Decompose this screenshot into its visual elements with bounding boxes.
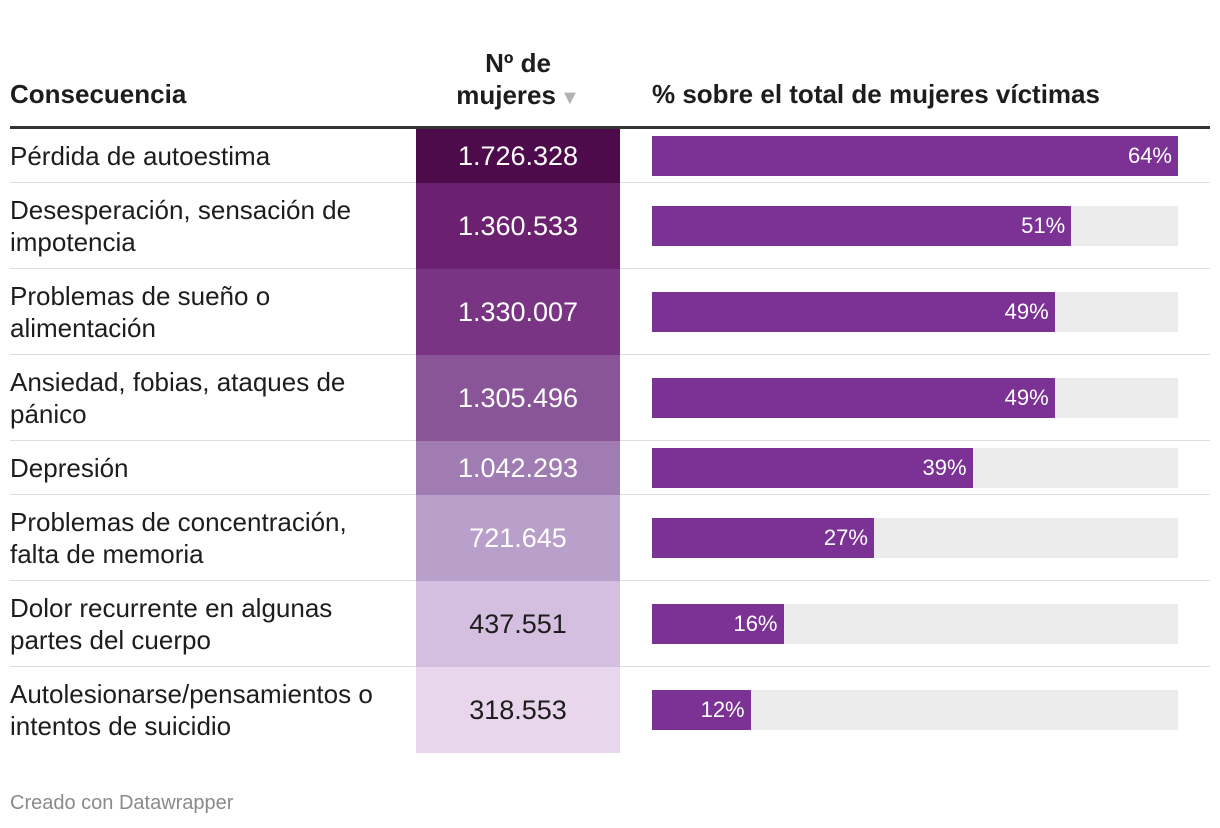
row-label: Depresión [10, 452, 129, 483]
count-cell: 1.726.328 [416, 129, 620, 183]
row-label: Pérdida de autoestima [10, 140, 271, 171]
table-row: Problemas de sueño o alimentación 1.330.0… [10, 269, 1210, 355]
bar: 51% [652, 205, 1072, 246]
table-row: Dolor recurrente en algunas partes del c… [10, 581, 1210, 667]
count-cell: 1.305.496 [416, 355, 620, 441]
row-label: Problemas de sueño o alimentación [10, 280, 271, 343]
footer-credit[interactable]: Creado con Datawrapper [10, 792, 234, 814]
table-row: Depresión 1.042.293 39% [10, 441, 1210, 495]
bar: 39% [652, 447, 973, 488]
sort-desc-icon[interactable]: ▼ [559, 87, 580, 109]
column-header-count-line1: Nº de [485, 48, 551, 78]
header-divider [10, 126, 1210, 129]
bar-value-label: 16% [733, 610, 778, 636]
bar-track: 64% [652, 135, 1178, 176]
table-body: Pérdida de autoestima 1.726.328 64% Desespe… [10, 129, 1210, 753]
row-label: Problemas de concentración, falta de mem… [10, 506, 347, 569]
table-header: Consecuencia Nº de mujeres ▼ % sobre el t… [10, 0, 1210, 126]
column-header-count[interactable]: Nº de mujeres ▼ [416, 47, 620, 114]
bar: 12% [652, 689, 751, 730]
row-label: Desesperación, sensación de impotencia [10, 194, 352, 257]
bar: 49% [652, 291, 1055, 332]
table-row: Autolesionarse/pensamientos o intentos d… [10, 667, 1210, 753]
bar-value-label: 27% [823, 524, 868, 550]
bar-track: 51% [652, 205, 1178, 246]
count-cell: 318.553 [416, 667, 620, 753]
bar-value-label: 64% [1127, 142, 1172, 168]
bar-track: 12% [652, 689, 1178, 730]
table-row: Pérdida de autoestima 1.726.328 64% [10, 129, 1210, 183]
bar-value-label: 12% [700, 696, 745, 722]
count-cell: 1.042.293 [416, 441, 620, 495]
bar-track: 16% [652, 603, 1178, 644]
column-header-percent[interactable]: % sobre el total de mujeres víctimas [652, 79, 1100, 109]
column-header-count-line2: mujeres [456, 80, 556, 110]
bar: 16% [652, 603, 784, 644]
bar-track: 49% [652, 377, 1178, 418]
bar: 49% [652, 377, 1055, 418]
bar: 27% [652, 517, 874, 558]
bar-value-label: 49% [1004, 384, 1049, 410]
bar-value-label: 39% [922, 454, 967, 480]
row-label: Autolesionarse/pensamientos o intentos d… [10, 678, 373, 741]
bar-value-label: 51% [1021, 212, 1066, 238]
column-header-consequence[interactable]: Consecuencia [10, 79, 187, 109]
bar-track: 27% [652, 517, 1178, 558]
bar-track: 39% [652, 447, 1178, 488]
table-row: Problemas de concentración, falta de mem… [10, 495, 1210, 581]
table-row: Desesperación, sensación de impotencia 1.… [10, 183, 1210, 269]
bar-track: 49% [652, 291, 1178, 332]
bar: 64% [652, 135, 1178, 176]
row-label: Ansiedad, fobias, ataques de pánico [10, 366, 346, 429]
bar-value-label: 49% [1004, 298, 1049, 324]
count-cell: 437.551 [416, 581, 620, 667]
count-cell: 1.330.007 [416, 269, 620, 355]
table-row: Ansiedad, fobias, ataques de pánico 1.305… [10, 355, 1210, 441]
row-label: Dolor recurrente en algunas partes del c… [10, 592, 333, 655]
count-cell: 1.360.533 [416, 183, 620, 269]
count-cell: 721.645 [416, 495, 620, 581]
